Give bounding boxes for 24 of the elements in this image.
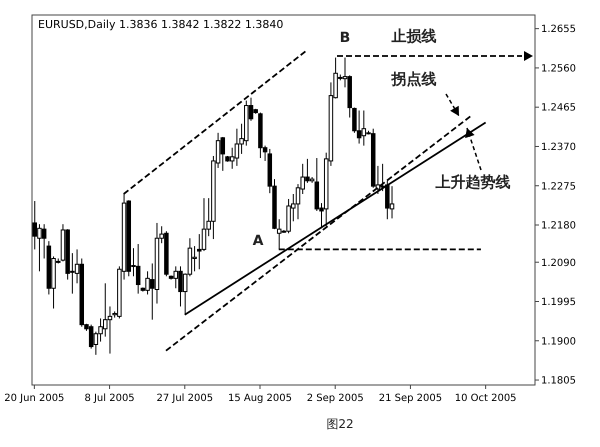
y-tick-label: 1.2655	[541, 24, 576, 36]
y-tick-label: 1.2465	[541, 102, 576, 114]
annotation: B	[340, 30, 350, 46]
y-tick-label: 1.1900	[541, 336, 576, 348]
x-tick-label: 27 Jul 2005	[156, 393, 214, 404]
text: 拐点线	[390, 70, 436, 88]
y-tick-label: 1.2180	[541, 220, 576, 232]
annotation: A	[252, 233, 264, 249]
y-tick-label: 1.2560	[541, 63, 576, 74]
annotation: 止损线	[390, 27, 436, 45]
x-tick-label: 20 Jun 2005	[4, 393, 64, 404]
x-tick-label: 2 Sep 2005	[306, 393, 364, 404]
series-label: 上升趋势线	[434, 173, 510, 191]
x-tick-label: 15 Aug 2005	[228, 393, 292, 404]
chart-title: EURUSD,Daily 1.3836 1.3842 1.3822 1.3840	[38, 18, 284, 31]
x-tick-label: 8 Jul 2005	[84, 393, 135, 404]
y-tick-label: 1.1805	[541, 376, 576, 387]
y-tick-label: 1.2275	[541, 181, 576, 192]
x-tick-label: 21 Sep 2005	[378, 393, 442, 404]
y-tick-label: 1.2090	[541, 258, 576, 269]
caption: 图22	[326, 417, 354, 431]
y-tick-label: 1.1995	[541, 297, 576, 308]
x-tick-label: 10 Oct 2005	[454, 393, 517, 404]
y-tick-label: 1.2370	[541, 142, 576, 154]
